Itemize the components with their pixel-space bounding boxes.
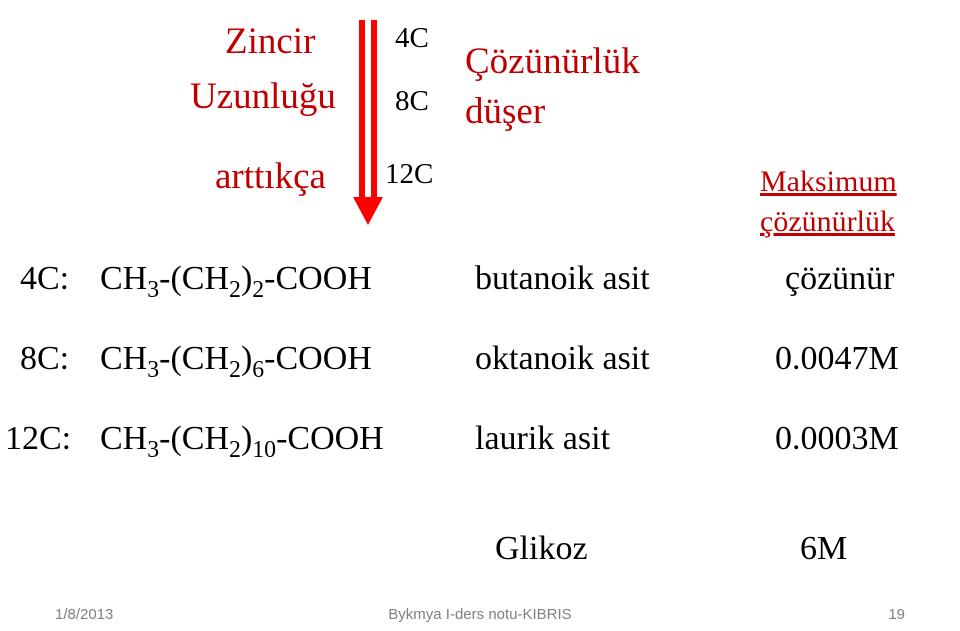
row-8c-label: 8C:: [20, 340, 69, 378]
f8-s3: 6: [252, 357, 264, 383]
axis-label-4c: 4C: [395, 22, 429, 55]
f4-s2: 2: [229, 277, 241, 303]
row-12c-name: laurik asit: [475, 420, 610, 458]
f4-s3: 2: [252, 277, 264, 303]
row-12c-label: 12C:: [5, 420, 71, 458]
f4-tail: -COOH: [264, 260, 372, 297]
caption-maksimum: Maksimum: [760, 165, 897, 199]
header-arttikca: arttıkça: [215, 155, 326, 198]
f8-s1: 3: [147, 357, 159, 383]
caption-cozunurluk: çözünürlük: [760, 205, 895, 239]
header-uzunlugu: Uzunluğu: [190, 75, 336, 118]
arrow-shaft-right: [371, 20, 377, 198]
slide: Zincir Uzunluğu arttıkça 4C 8C 12C Çözün…: [0, 0, 960, 631]
arrow-down: [353, 20, 383, 225]
arrow-shaft-left: [359, 20, 365, 198]
row-12c-value: 0.0003M: [775, 420, 899, 458]
f12-pre: CH: [100, 420, 147, 457]
axis-label-12c: 12C: [385, 158, 433, 191]
f8-par: ): [241, 340, 252, 377]
row-4c-name: butanoik asit: [475, 260, 650, 298]
axis-label-8c: 8C: [395, 85, 429, 118]
glikoz-label: Glikoz: [495, 530, 588, 568]
header-zincir: Zincir: [225, 20, 315, 63]
row-8c-name: oktanoik asit: [475, 340, 650, 378]
f12-par: ): [241, 420, 252, 457]
row-4c-value: çözünür: [785, 260, 895, 298]
row-4c-formula: CH3-(CH2)2-COOH: [100, 260, 372, 304]
footer-center: Bykmya I-ders notu-KIBRIS: [0, 606, 960, 623]
header-cozunurluk: Çözünürlük: [465, 40, 640, 83]
row-4c-label: 4C:: [20, 260, 69, 298]
f12-tail: -COOH: [276, 420, 384, 457]
glikoz-value: 6M: [800, 530, 847, 568]
f12-s1: 3: [147, 437, 159, 463]
f8-mid: -(CH: [159, 340, 229, 377]
f4-pre: CH: [100, 260, 147, 297]
row-8c-value: 0.0047M: [775, 340, 899, 378]
footer-page: 19: [888, 606, 905, 623]
f12-s2: 2: [229, 437, 241, 463]
header-duser: düşer: [465, 90, 545, 133]
row-8c-formula: CH3-(CH2)6-COOH: [100, 340, 372, 384]
f12-mid: -(CH: [159, 420, 229, 457]
f12-s3: 10: [252, 437, 276, 463]
arrow-head: [353, 197, 383, 225]
row-12c-formula: CH3-(CH2)10-COOH: [100, 420, 384, 464]
f4-mid: -(CH: [159, 260, 229, 297]
f4-par: ): [241, 260, 252, 297]
f8-tail: -COOH: [264, 340, 372, 377]
f8-pre: CH: [100, 340, 147, 377]
f8-s2: 2: [229, 357, 241, 383]
f4-s1: 3: [147, 277, 159, 303]
